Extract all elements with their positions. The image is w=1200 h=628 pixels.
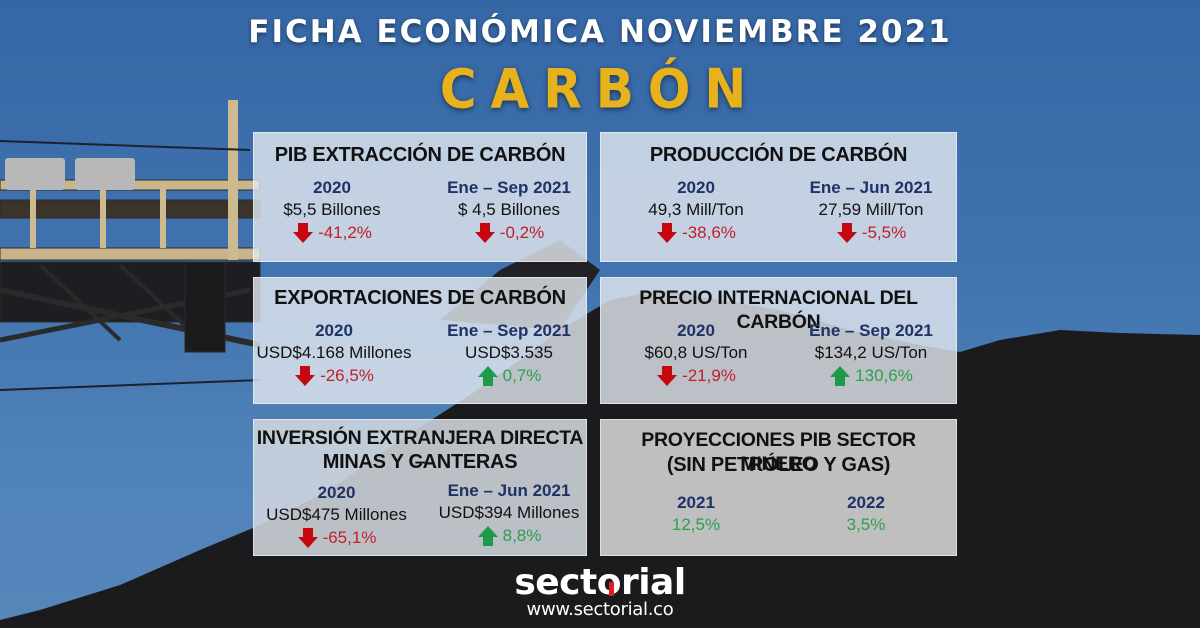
- change-value: -26,5%: [320, 366, 374, 385]
- card-title: PRECIO INTERNACIONAL DEL CARBÓN: [639, 287, 918, 333]
- value-label: $ 4,5 Billones: [457, 200, 561, 219]
- card-column-2022: 2022 3,5%: [811, 492, 921, 536]
- brand-text: sectorial: [514, 562, 686, 603]
- change-value: -5,5%: [861, 223, 907, 242]
- card-column-2021: Ene – Jun 2021 27,59 Mill/Ton -5,5%: [796, 177, 946, 245]
- period-label: 2020: [677, 321, 715, 340]
- card-column-2020: 2020 $5,5 Billones -41,2%: [262, 177, 402, 245]
- period-label: Ene – Jun 2021: [447, 481, 571, 500]
- brand-name: sectorial: [500, 565, 700, 601]
- arrow-down-icon: [657, 223, 678, 243]
- change-value: -21,9%: [682, 366, 736, 385]
- change-value: -0,2%: [499, 223, 545, 242]
- arrow-down-icon: [297, 528, 318, 548]
- card-column-2021: Ene – Sep 2021 $ 4,5 Billones -0,2%: [434, 177, 584, 245]
- page-title: FICHA ECONÓMICA NOVIEMBRE 2021: [248, 14, 952, 50]
- card-column-2020: 2020 USD$475 Millones -65,1%: [259, 482, 414, 550]
- period-label: 2020: [317, 483, 356, 502]
- arrow-down-icon: [474, 223, 495, 243]
- value-label: USD$3.535: [465, 343, 553, 362]
- card-title: PIB EXTRACCIÓN DE CARBÓN: [274, 144, 566, 166]
- period-label: 2020: [677, 178, 715, 197]
- arrow-down-icon: [836, 223, 857, 243]
- period-label: Ene – Sep 2021: [447, 178, 571, 197]
- value-label: 27,59 Mill/Ton: [818, 200, 924, 219]
- card-precio-internacional: PRECIO INTERNACIONAL DEL CARBÓN 2020 $60…: [600, 277, 957, 404]
- period-label: Ene – Jun 2021: [809, 178, 933, 197]
- change-indicator: -5,5%: [796, 221, 946, 245]
- card-title-line2: MINAS Y CANTERAS: [322, 451, 518, 473]
- value-label: $134,2 US/Ton: [814, 343, 928, 362]
- change-indicator: 130,6%: [796, 364, 946, 388]
- value-label: USD$394 Millones: [438, 503, 580, 522]
- card-column-2021: Ene – Sep 2021 USD$3.535 0,7%: [434, 320, 584, 388]
- period-label: Ene – Sep 2021: [447, 321, 571, 340]
- page-subtitle: CARBÓN: [439, 57, 761, 121]
- change-indicator: -65,1%: [259, 526, 414, 550]
- change-indicator: -38,6%: [621, 221, 771, 245]
- card-proyecciones-pib: PROYECCIONES PIB SECTOR MINERO (SIN PETR…: [600, 419, 957, 556]
- period-label: 2020: [313, 178, 351, 197]
- card-inversion-extranjera: INVERSIÓN EXTRANJERA DIRECTA – MINAS Y C…: [253, 419, 587, 556]
- value-label: USD$4.168 Millones: [256, 343, 412, 362]
- card-produccion: PRODUCCIÓN DE CARBÓN 2020 49,3 Mill/Ton …: [600, 132, 957, 262]
- change-value: -65,1%: [322, 528, 377, 547]
- change-indicator: 0,7%: [434, 364, 584, 388]
- card-title: EXPORTACIONES DE CARBÓN: [274, 287, 566, 309]
- value-label: USD$475 Millones: [266, 505, 407, 524]
- period-label: 2022: [847, 493, 885, 512]
- value-label: 49,3 Mill/Ton: [648, 200, 744, 219]
- change-indicator: -41,2%: [262, 221, 402, 245]
- card-title-line2: (SIN PETRÓLEO Y GAS): [666, 454, 891, 476]
- card-column-2021: Ene – Jun 2021 USD$394 Millones 8,8%: [429, 480, 589, 548]
- card-column-2020: 2020 49,3 Mill/Ton -38,6%: [621, 177, 771, 245]
- arrow-down-icon: [657, 366, 678, 386]
- arrow-up-icon: [830, 366, 851, 386]
- card-title: PROYECCIONES PIB SECTOR MINERO: [641, 429, 916, 475]
- arrow-up-icon: [477, 526, 498, 546]
- change-value: 0,7%: [502, 366, 542, 385]
- card-exportaciones: EXPORTACIONES DE CARBÓN 2020 USD$4.168 M…: [253, 277, 587, 404]
- card-title: INVERSIÓN EXTRANJERA DIRECTA –: [256, 427, 584, 473]
- card-column-2020: 2020 $60,8 US/Ton -21,9%: [621, 320, 771, 388]
- brand-url[interactable]: www.sectorial.co: [526, 599, 674, 620]
- card-pib-extraccion: PIB EXTRACCIÓN DE CARBÓN 2020 $5,5 Billo…: [253, 132, 587, 262]
- sectorial-logo: sectorial www.sectorial.co: [500, 565, 700, 620]
- card-title: PRODUCCIÓN DE CARBÓN: [649, 144, 908, 166]
- card-column-2021: 2021 12,5%: [641, 492, 751, 536]
- arrow-down-icon: [293, 223, 314, 243]
- period-label: Ene – Sep 2021: [809, 321, 933, 340]
- card-column-2020: 2020 USD$4.168 Millones -26,5%: [254, 320, 414, 388]
- arrow-up-icon: [477, 366, 498, 386]
- projection-value: 12,5%: [671, 515, 721, 534]
- change-value: 8,8%: [502, 526, 542, 545]
- change-indicator: -26,5%: [254, 364, 414, 388]
- logo-bar-icon: [609, 582, 614, 596]
- card-column-2021: Ene – Sep 2021 $134,2 US/Ton 130,6%: [796, 320, 946, 388]
- change-value: -41,2%: [318, 223, 372, 242]
- change-indicator: -21,9%: [621, 364, 771, 388]
- change-indicator: -0,2%: [434, 221, 584, 245]
- change-value: -38,6%: [682, 223, 736, 242]
- projection-value: 3,5%: [846, 515, 886, 534]
- change-indicator: 8,8%: [429, 524, 589, 548]
- period-label: 2020: [315, 321, 353, 340]
- value-label: $60,8 US/Ton: [644, 343, 748, 362]
- value-label: $5,5 Billones: [283, 200, 381, 219]
- arrow-down-icon: [295, 366, 316, 386]
- change-value: 130,6%: [855, 366, 913, 385]
- period-label: 2021: [677, 493, 715, 512]
